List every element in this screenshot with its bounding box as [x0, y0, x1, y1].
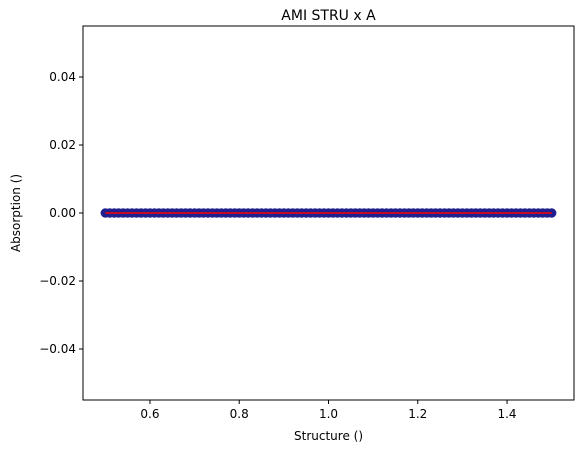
y-tick-label: 0.02 [49, 138, 76, 152]
x-tick-label: 0.8 [230, 407, 249, 421]
x-tick-label: 1.4 [497, 407, 516, 421]
x-tick-label: 1.2 [408, 407, 427, 421]
y-axis-label: Absorption () [9, 174, 23, 252]
x-tick-label: 0.6 [140, 407, 159, 421]
chart-title: AMI STRU x A [281, 8, 376, 24]
y-tick-label: 0.04 [49, 70, 76, 84]
y-axis-ticks: −0.04 −0.02 0.00 0.02 0.04 [39, 70, 83, 356]
x-tick-label: 1.0 [319, 407, 338, 421]
x-axis-label: Structure () [294, 429, 363, 443]
y-tick-label: 0.00 [49, 206, 76, 220]
plot-area [82, 25, 575, 401]
x-axis-ticks: 0.6 0.8 1.0 1.2 1.4 [140, 400, 517, 421]
y-tick-label: −0.02 [39, 274, 76, 288]
y-tick-label: −0.04 [39, 342, 76, 356]
